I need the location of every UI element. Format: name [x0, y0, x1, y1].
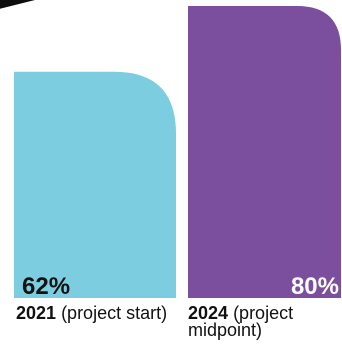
bar-2021 [14, 71, 176, 298]
bar-2024 [188, 6, 341, 298]
category-year-2021: 2021 [16, 303, 57, 323]
category-note-2021: (project start) [61, 303, 168, 323]
category-note-2024: (project midpoint) [188, 303, 294, 340]
value-label-2021: 62% [22, 273, 70, 300]
category-label-2021: 2021 (project start) [16, 303, 168, 323]
value-label-2024: 80% [291, 273, 339, 300]
category-label-2024: 2024 (project midpoint) [188, 303, 342, 340]
category-year-2024: 2024 [188, 303, 229, 323]
